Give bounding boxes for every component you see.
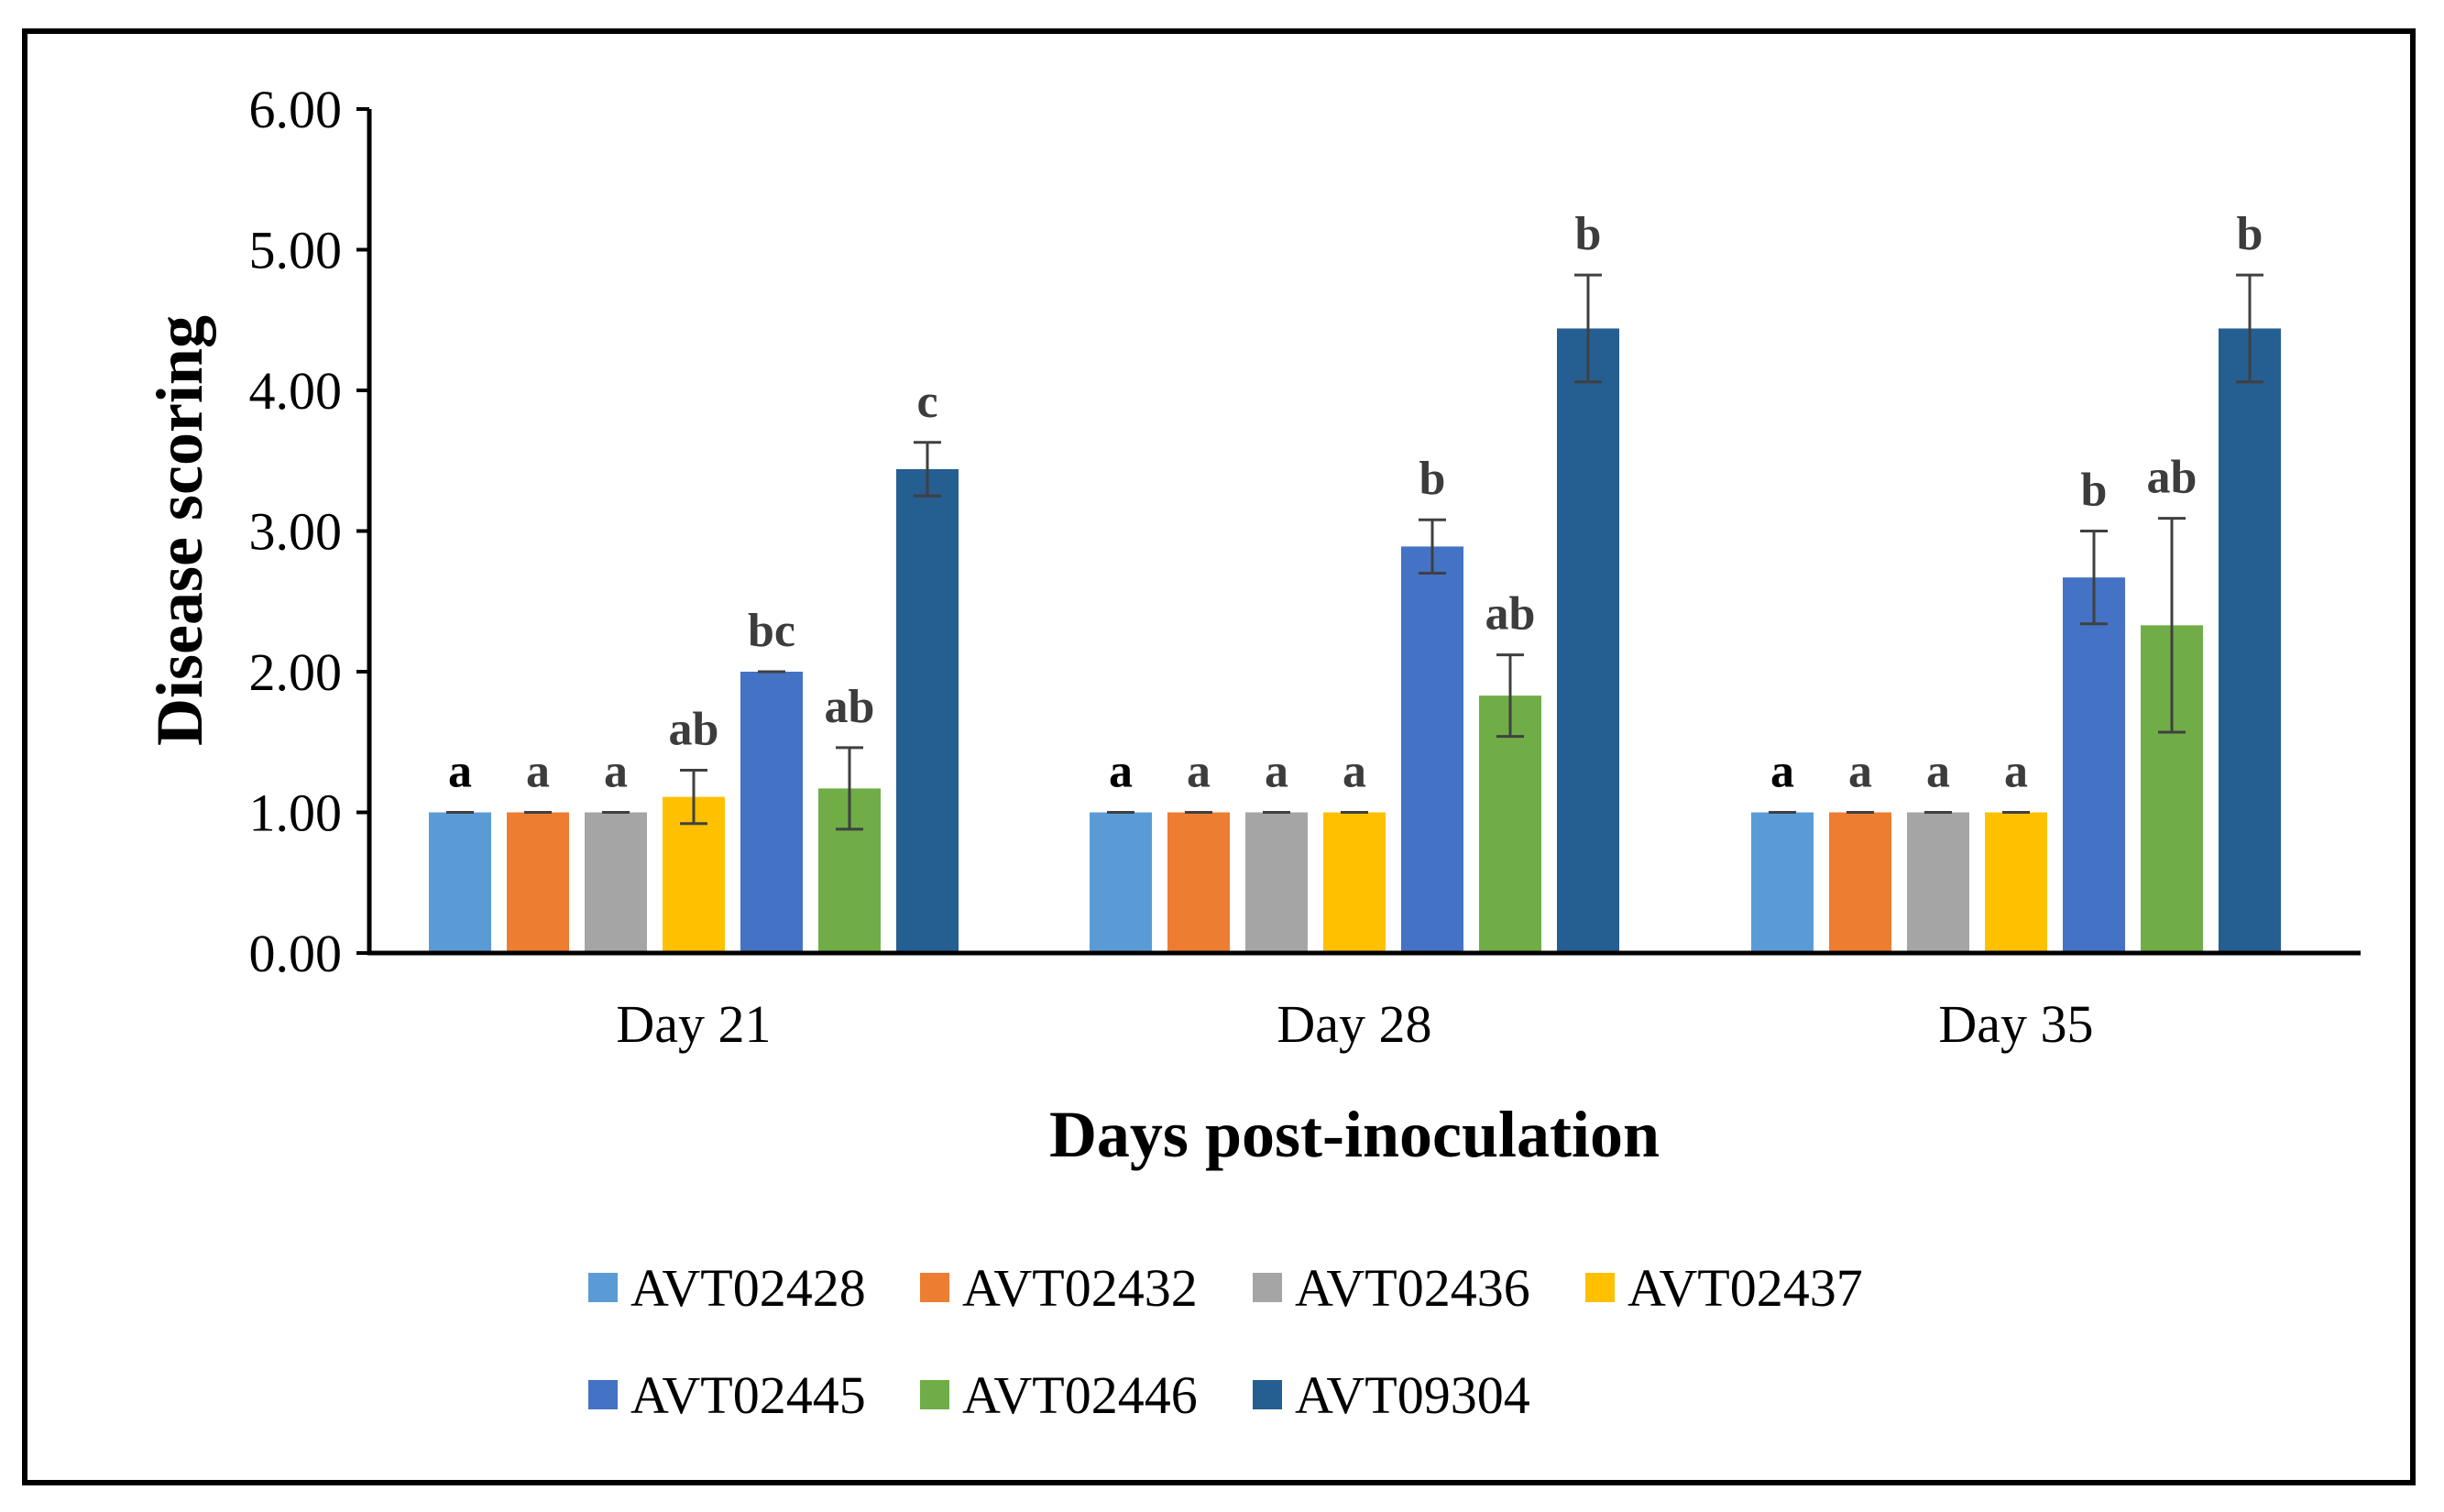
bar — [1323, 812, 1386, 953]
legend-label: AVT02445 — [630, 1365, 866, 1425]
legend-swatch — [588, 1273, 618, 1302]
significance-label: a — [604, 746, 628, 798]
legend-item: AVT09304 — [1253, 1365, 1530, 1425]
significance-label: b — [1419, 453, 1446, 505]
significance-label: a — [2004, 746, 2028, 798]
significance-label: ab — [2147, 452, 2197, 504]
error-bars-layer — [446, 273, 2263, 831]
legend-label: AVT02446 — [962, 1365, 1198, 1425]
x-category-label: Day 21 — [616, 994, 771, 1054]
significance-label: b — [1575, 208, 1602, 260]
bar — [1985, 812, 2047, 953]
bar — [1829, 812, 1891, 953]
y-tick-label: 6.00 — [249, 80, 343, 139]
legend-label: AVT02436 — [1295, 1258, 1530, 1318]
legend-item: AVT02428 — [588, 1258, 866, 1318]
legend-label: AVT09304 — [1295, 1365, 1530, 1425]
bar — [2063, 577, 2125, 953]
y-tick-label: 5.00 — [249, 221, 343, 280]
legend-swatch — [920, 1380, 949, 1409]
y-tick-label: 4.00 — [249, 361, 343, 421]
bar — [2219, 328, 2281, 954]
significance-label: ab — [669, 703, 719, 755]
significance-label: a — [1770, 746, 1794, 798]
bar — [1479, 696, 1541, 953]
bar — [1751, 812, 1814, 953]
significance-label: a — [1187, 746, 1211, 798]
legend-swatch — [1585, 1273, 1615, 1302]
y-tick-label: 1.00 — [249, 783, 343, 843]
legend-label: AVT02437 — [1628, 1258, 1863, 1318]
x-axis-title: Days post-inoculation — [1049, 1098, 1660, 1171]
significance-label: a — [1343, 746, 1366, 798]
bar — [1090, 812, 1152, 953]
significance-label: a — [448, 746, 472, 798]
significance-label: ab — [1485, 588, 1536, 641]
significance-label: a — [526, 746, 550, 798]
x-category-label: Day 35 — [1938, 994, 2093, 1054]
bar — [1557, 328, 1619, 954]
legend-item: AVT02432 — [920, 1258, 1198, 1318]
bar — [1401, 546, 1463, 953]
legend-item: AVT02437 — [1585, 1258, 1863, 1318]
bar — [1245, 812, 1308, 953]
legend-swatch — [920, 1273, 949, 1302]
significance-label: a — [1265, 746, 1288, 798]
bar — [896, 468, 959, 954]
legend-item: AVT02445 — [588, 1365, 866, 1425]
bar — [1167, 812, 1230, 953]
x-category-label: Day 28 — [1277, 994, 1431, 1054]
bar — [507, 812, 569, 953]
legend-swatch — [588, 1380, 618, 1409]
bar — [429, 812, 491, 953]
y-ticks-layer: 0.00 1.00 2.00 3.00 4.00 5.00 6.00 — [249, 80, 369, 983]
x-category-labels-layer: Day 21 Day 28 Day 35 — [616, 994, 2093, 1054]
significance-label: a — [1926, 746, 1950, 798]
figure-frame: a a a a a a a a a ab a a bc b b ab ab ab c b b 0.00 1.00 2.00 3… — [22, 28, 2416, 1485]
legend-label: AVT02432 — [962, 1258, 1198, 1318]
y-tick-label: 0.00 — [249, 924, 343, 983]
bars-layer — [429, 328, 2281, 954]
legend-swatch — [1253, 1273, 1282, 1302]
significance-label: ab — [825, 681, 875, 733]
significance-label: bc — [748, 605, 795, 657]
significance-label: a — [1848, 746, 1872, 798]
legend-label: AVT02428 — [630, 1258, 866, 1318]
significance-label: c — [916, 376, 937, 428]
bar — [585, 812, 647, 953]
significance-label: b — [2237, 208, 2263, 260]
bar — [1907, 812, 1969, 953]
legend: AVT02428 AVT02432 AVT02436 AVT02437 AVT02445… — [588, 1258, 1863, 1425]
legend-item: AVT02436 — [1253, 1258, 1530, 1318]
legend-item: AVT02446 — [920, 1365, 1198, 1425]
significance-label: a — [1109, 746, 1133, 798]
significance-label: b — [2081, 465, 2108, 517]
bar — [740, 672, 803, 953]
legend-swatch — [1253, 1380, 1282, 1409]
y-tick-label: 3.00 — [249, 502, 343, 562]
y-axis-title: Disease scoring — [143, 315, 216, 746]
y-tick-label: 2.00 — [249, 642, 343, 702]
